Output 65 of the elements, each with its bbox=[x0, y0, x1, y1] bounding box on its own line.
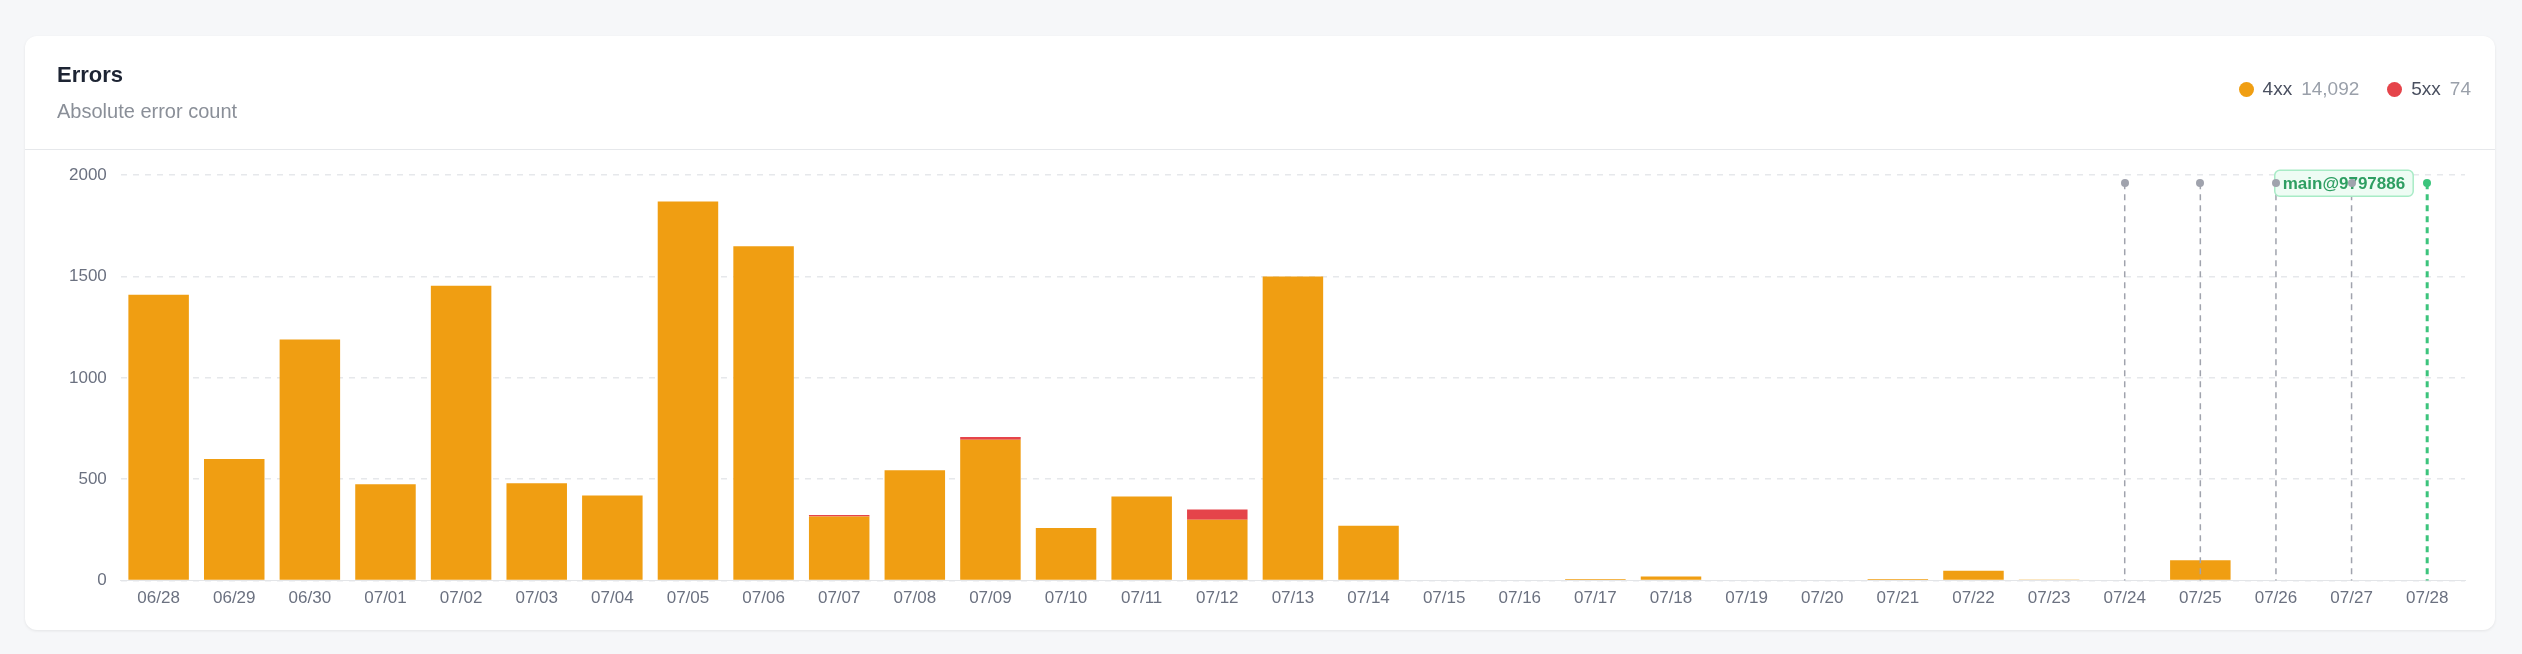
x-tick-label: 07/28 bbox=[2405, 588, 2449, 608]
x-tick-label: 07/27 bbox=[2330, 588, 2373, 608]
bar bbox=[128, 294, 189, 580]
bar bbox=[1111, 496, 1172, 580]
x-tick-label: 07/10 bbox=[1044, 588, 1088, 608]
bar bbox=[960, 437, 1021, 440]
x-tick-label: 06/28 bbox=[137, 588, 180, 608]
x-tick-label: 07/03 bbox=[515, 588, 558, 608]
x-tick-label: 07/16 bbox=[1498, 588, 1542, 608]
legend-label: 4xx bbox=[2262, 78, 2293, 100]
y-tick-label: 2000 bbox=[68, 164, 107, 184]
x-tick-label: 07/21 bbox=[1876, 588, 1920, 608]
bar bbox=[1262, 276, 1324, 580]
y-tick-label: 0 bbox=[97, 570, 107, 590]
bar bbox=[808, 516, 870, 580]
chart-subtitle: Absolute error count bbox=[57, 100, 238, 123]
x-tick-label: 07/08 bbox=[893, 588, 937, 608]
x-tick-label: 07/23 bbox=[2027, 588, 2071, 608]
x-tick-label: 07/06 bbox=[742, 588, 785, 608]
bar bbox=[1943, 570, 2004, 580]
x-tick-label: 06/29 bbox=[212, 588, 256, 608]
chart-title: Errors bbox=[57, 62, 124, 88]
x-tick-label: 06/30 bbox=[288, 588, 332, 608]
y-tick-label: 1000 bbox=[68, 367, 107, 387]
x-tick-label: 07/04 bbox=[591, 588, 634, 608]
text: 74 bbox=[2449, 78, 2471, 100]
bar bbox=[430, 285, 492, 580]
bar bbox=[1187, 519, 1248, 580]
x-tick-label: 07/24 bbox=[2103, 588, 2146, 608]
x-tick-label: 07/07 bbox=[817, 588, 861, 608]
x-tick-label: 07/15 bbox=[1422, 588, 1466, 608]
x-tick-label: 07/19 bbox=[1725, 588, 1768, 608]
bar bbox=[960, 439, 1021, 580]
x-tick-label: 07/25 bbox=[2179, 588, 2222, 608]
x-tick-label: 07/12 bbox=[1196, 588, 1239, 608]
x-tick-label: 07/05 bbox=[666, 588, 710, 608]
x-tick-label: 07/17 bbox=[1574, 588, 1617, 608]
bar bbox=[279, 339, 341, 580]
bar bbox=[657, 201, 719, 580]
x-tick-label: 07/13 bbox=[1271, 588, 1315, 608]
bar bbox=[884, 470, 946, 580]
x-tick-label: 07/14 bbox=[1347, 588, 1390, 608]
x-tick-label: 07/18 bbox=[1649, 588, 1693, 608]
ref-line-label: main@9797886 bbox=[2282, 173, 2406, 193]
bar bbox=[2170, 560, 2231, 580]
x-tick-label: 07/11 bbox=[1121, 588, 1163, 608]
x-tick-label: 07/26 bbox=[2254, 588, 2298, 608]
bar bbox=[1187, 509, 1248, 520]
bar bbox=[1640, 576, 1702, 580]
bar bbox=[1035, 527, 1097, 580]
y-tick-label: 1500 bbox=[68, 266, 107, 286]
bar bbox=[1338, 525, 1399, 580]
bar bbox=[582, 495, 643, 580]
x-tick-label: 07/20 bbox=[1800, 588, 1844, 608]
bar bbox=[733, 246, 794, 580]
text: 14,092 bbox=[2301, 78, 2360, 100]
x-tick-label: 07/09 bbox=[969, 588, 1012, 608]
bar bbox=[355, 484, 416, 580]
legend-label: 5xx bbox=[2411, 78, 2441, 100]
bar bbox=[204, 458, 265, 580]
x-tick-label: 07/01 bbox=[364, 588, 407, 608]
y-tick-label: 500 bbox=[78, 468, 107, 488]
x-tick-label: 07/22 bbox=[1952, 588, 1995, 608]
x-tick-label: 07/02 bbox=[439, 588, 483, 608]
bar bbox=[506, 483, 567, 580]
